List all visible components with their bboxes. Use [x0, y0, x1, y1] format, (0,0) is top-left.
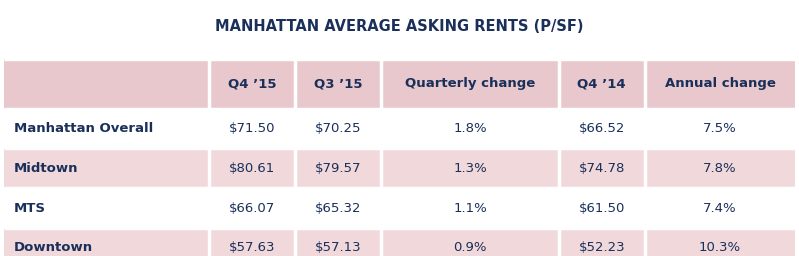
Text: Manhattan Overall: Manhattan Overall [14, 122, 153, 135]
Text: $61.50: $61.50 [578, 201, 625, 215]
Text: 7.4%: 7.4% [703, 201, 737, 215]
Text: Quarterly change: Quarterly change [405, 77, 535, 90]
Text: Downtown: Downtown [14, 241, 93, 254]
Text: MTS: MTS [14, 201, 46, 215]
Bar [4, 228, 795, 256]
Text: 1.3%: 1.3% [453, 162, 487, 175]
Text: Q4 ’14: Q4 ’14 [578, 77, 626, 90]
Text: $70.25: $70.25 [315, 122, 361, 135]
Text: 10.3%: 10.3% [699, 241, 741, 254]
Text: 7.8%: 7.8% [703, 162, 737, 175]
Text: 1.8%: 1.8% [453, 122, 487, 135]
Bar [4, 148, 795, 188]
Text: $65.32: $65.32 [315, 201, 361, 215]
Text: $74.78: $74.78 [578, 162, 625, 175]
Bar [4, 188, 795, 228]
Text: Annual change: Annual change [665, 77, 776, 90]
Text: 0.9%: 0.9% [453, 241, 487, 254]
Text: Q3 ’15: Q3 ’15 [314, 77, 363, 90]
Text: MANHATTAN AVERAGE ASKING RENTS (P/SF): MANHATTAN AVERAGE ASKING RENTS (P/SF) [215, 19, 584, 34]
Text: $66.52: $66.52 [578, 122, 625, 135]
Text: $66.07: $66.07 [229, 201, 275, 215]
Text: Midtown: Midtown [14, 162, 78, 175]
Text: $71.50: $71.50 [229, 122, 275, 135]
Text: 7.5%: 7.5% [703, 122, 737, 135]
Bar [4, 59, 795, 109]
Text: 1.1%: 1.1% [453, 201, 487, 215]
Text: Q4 ’15: Q4 ’15 [228, 77, 276, 90]
Text: $52.23: $52.23 [578, 241, 625, 254]
Text: $57.13: $57.13 [315, 241, 361, 254]
Text: $57.63: $57.63 [229, 241, 275, 254]
Text: $79.57: $79.57 [315, 162, 361, 175]
Bar [4, 109, 795, 148]
Text: $80.61: $80.61 [229, 162, 275, 175]
